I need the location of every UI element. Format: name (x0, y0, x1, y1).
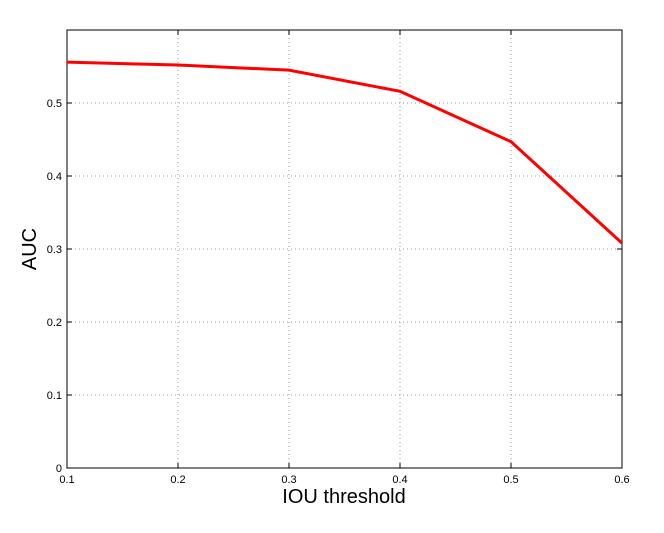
y-tick-label: 0.5 (47, 98, 62, 110)
y-tick-label: 0.1 (47, 390, 62, 402)
x-tick-label: 0.6 (614, 474, 629, 486)
x-tick-label: 0.3 (281, 474, 296, 486)
plot-frame (66, 29, 623, 469)
x-tick-label: 0.1 (59, 474, 74, 486)
x-tick-label: 0.5 (503, 474, 518, 486)
y-tick-label: 0.2 (47, 317, 62, 329)
y-axis-label: AUC (19, 228, 41, 270)
y-tick-label: 0 (56, 463, 62, 475)
x-tick-label: 0.4 (392, 474, 407, 486)
y-tick-label: 0.3 (47, 244, 62, 256)
x-tick-label: 0.2 (170, 474, 185, 486)
y-tick-label: 0.4 (47, 171, 62, 183)
line (66, 60, 624, 245)
x-axis-label: IOU threshold (282, 486, 405, 508)
